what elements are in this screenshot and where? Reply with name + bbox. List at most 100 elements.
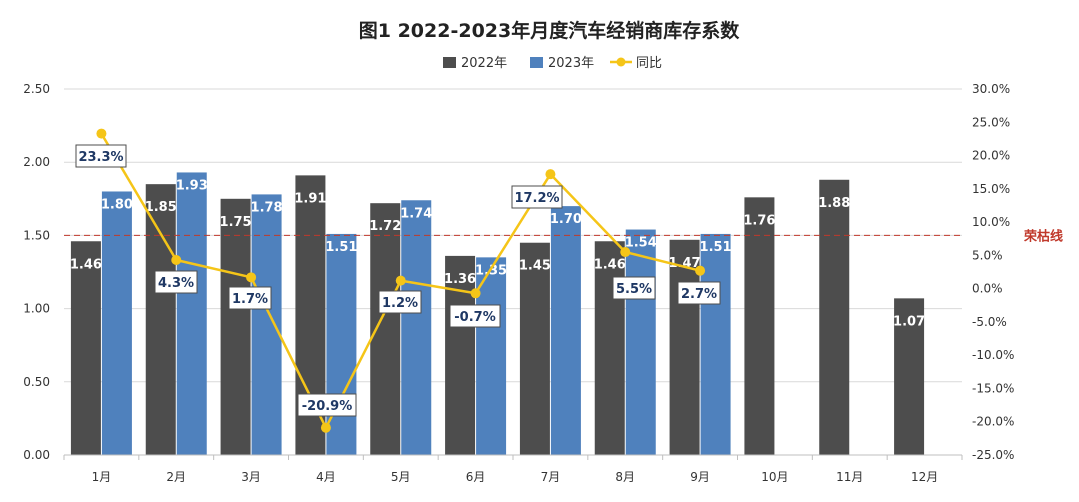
pct-label: 17.2% <box>514 191 559 206</box>
left-tick-label: 2.00 <box>23 155 50 169</box>
bar-2022 <box>220 198 251 456</box>
left-tick-label: 0.00 <box>23 448 50 462</box>
bar-label-2023: 1.93 <box>176 178 208 193</box>
bar-label-2022: 1.85 <box>145 200 177 215</box>
bar-2023 <box>401 200 432 455</box>
right-tick-label: 30.0% <box>972 82 1010 96</box>
bar-label-2022: 1.46 <box>594 257 626 272</box>
chart-title: 图1 2022-2023年月度汽车经销商库存系数 <box>359 19 740 42</box>
category-label: 5月 <box>391 470 411 484</box>
bar-label-2022: 1.88 <box>818 196 850 211</box>
bar-label-2023: 1.78 <box>251 200 283 215</box>
pct-label-box <box>297 393 357 417</box>
yoy-point <box>395 275 406 286</box>
legend-label-yoy: 同比 <box>636 56 662 71</box>
bar-2022 <box>894 298 925 455</box>
bar-2022 <box>594 241 625 455</box>
bar-label-2022: 1.75 <box>220 215 252 230</box>
pct-label-box <box>228 286 272 310</box>
right-tick-label: 20.0% <box>972 149 1010 163</box>
right-axis: -25.0% -20.0% -15.0% -10.0% -5.0% 0.0% 5.0% 10.… <box>972 82 1014 462</box>
bar-2022 <box>145 184 176 455</box>
bar-label-2022: 1.46 <box>70 257 102 272</box>
pct-label: 4.3% <box>158 276 194 291</box>
yoy-line: 23.3% 4.3% 1.7% -20.9% 1.2% -0.7% 17.2% 5.5% 2.7… <box>75 128 721 433</box>
reference-line-group: 荣枯线 <box>64 228 1063 244</box>
bar-label-2022: 1.76 <box>743 213 775 228</box>
legend-label-2022: 2022年 <box>461 56 507 71</box>
category-label: 3月 <box>241 470 261 484</box>
category-label: 7月 <box>541 470 561 484</box>
bar-label-2023: 1.74 <box>400 206 432 221</box>
pct-label: -20.9% <box>302 399 353 414</box>
legend-label-2023: 2023年 <box>548 56 594 71</box>
yoy-point <box>96 128 107 139</box>
pct-label-box <box>154 270 198 294</box>
pct-label-box <box>449 304 501 328</box>
legend-swatch-2023 <box>530 57 543 68</box>
bar-label-2023: 1.51 <box>700 240 732 255</box>
bar-label-2022: 1.36 <box>444 272 476 287</box>
yoy-point <box>246 272 257 283</box>
bar-2022 <box>669 239 700 455</box>
pct-label-box <box>75 144 127 168</box>
left-axis: 0.00 0.50 1.00 1.50 2.00 2.50 <box>23 82 50 462</box>
category-label: 4月 <box>316 470 336 484</box>
right-tick-label: 5.0% <box>972 248 1003 262</box>
right-tick-label: 25.0% <box>972 115 1010 129</box>
left-tick-label: 1.00 <box>23 302 50 316</box>
bar-label-2022: 1.47 <box>669 256 701 271</box>
category-label: 9月 <box>690 470 710 484</box>
bar-2022 <box>519 242 550 455</box>
pct-label: 5.5% <box>616 282 652 297</box>
yoy-point <box>171 255 182 266</box>
bar-2022 <box>819 179 850 455</box>
yoy-point <box>320 422 331 433</box>
right-tick-label: 10.0% <box>972 215 1010 229</box>
bar-2023 <box>176 172 207 455</box>
bar-label-2022: 1.72 <box>369 219 401 234</box>
legend: 2022年 2023年 同比 <box>443 56 662 71</box>
category-label: 10月 <box>761 470 788 484</box>
yoy-point <box>620 247 631 258</box>
category-label: 11月 <box>836 470 863 484</box>
legend-swatch-2022 <box>443 57 456 68</box>
category-label: 2月 <box>166 470 186 484</box>
pct-label-box <box>677 281 721 305</box>
bar-2022 <box>744 197 775 455</box>
yoy-point <box>470 288 481 299</box>
right-tick-label: -15.0% <box>972 381 1014 395</box>
bar-2023 <box>550 206 581 455</box>
yoy-point <box>695 265 706 276</box>
category-label: 1月 <box>92 470 112 484</box>
pct-label: 1.2% <box>382 296 418 311</box>
pct-label: 2.7% <box>681 287 717 302</box>
bar-2023 <box>326 233 357 455</box>
bar-2023 <box>101 191 132 456</box>
left-tick-label: 0.50 <box>23 375 50 389</box>
bar-label-2023: 1.80 <box>101 197 133 212</box>
right-tick-label: 0.0% <box>972 282 1003 296</box>
right-tick-label: -5.0% <box>972 315 1007 329</box>
right-tick-label: -20.0% <box>972 415 1014 429</box>
bar-label-2022: 1.45 <box>519 259 551 274</box>
bar-2023 <box>700 233 731 455</box>
bar-label-2023: 1.70 <box>550 212 582 227</box>
pct-label-box <box>511 185 563 209</box>
category-label: 6月 <box>466 470 486 484</box>
bar-2023 <box>625 229 656 455</box>
right-tick-label: 15.0% <box>972 182 1010 196</box>
right-tick-label: -25.0% <box>972 448 1014 462</box>
yoy-point <box>545 169 556 180</box>
category-label: 12月 <box>911 470 938 484</box>
bar-label-2022: 1.07 <box>893 314 925 329</box>
legend-marker-yoy <box>616 57 626 67</box>
right-tick-label: -10.0% <box>972 348 1014 362</box>
pct-label: 1.7% <box>232 292 268 307</box>
left-tick-label: 1.50 <box>23 228 50 242</box>
bar-label-2023: 1.51 <box>325 240 357 255</box>
left-tick-label: 2.50 <box>23 82 50 96</box>
pct-label-box <box>378 290 422 314</box>
